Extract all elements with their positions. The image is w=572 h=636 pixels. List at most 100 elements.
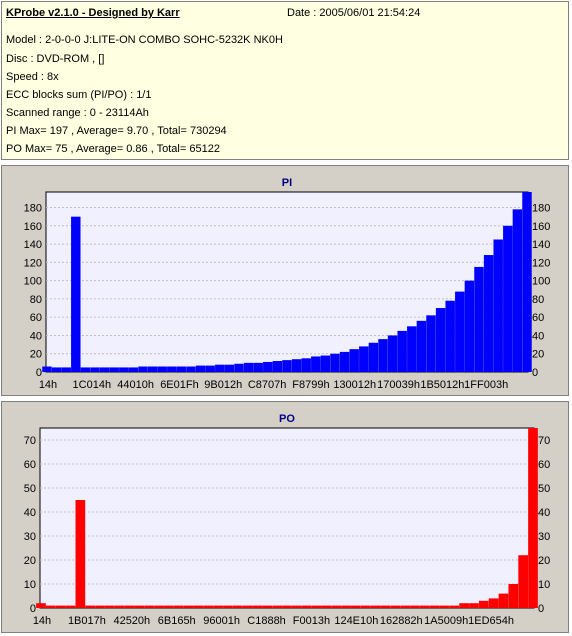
po-bar <box>429 605 440 608</box>
po-bar <box>45 605 56 608</box>
po-y-tick-left: 30 <box>24 531 36 543</box>
pi-x-tick: 1C014h <box>73 379 112 391</box>
pi-bar <box>455 291 465 372</box>
po-bar <box>203 605 214 608</box>
po-bar <box>164 605 174 608</box>
pi-bar <box>464 280 475 372</box>
po-bar <box>242 605 253 608</box>
pi-bar <box>138 366 148 372</box>
pi-bar <box>128 367 139 372</box>
po-bar <box>331 605 342 608</box>
po-bar <box>85 605 96 608</box>
pi-bar <box>157 366 167 372</box>
po-chart: PO 0 0 10 10 20 20 30 30 40 40 50 50 60 60 70 70 14h 1B017… <box>24 413 551 627</box>
pi-bar <box>224 364 235 372</box>
po-y-tick-right: 40 <box>538 507 550 519</box>
po-bar <box>400 605 410 608</box>
po-bar <box>360 605 371 608</box>
pi-x-tick: 44010h <box>117 379 154 391</box>
pi-bar <box>215 364 225 372</box>
pi-bar <box>320 355 331 372</box>
po-bar <box>410 605 420 608</box>
po-chart-title: PO <box>279 413 295 425</box>
po-bar <box>380 605 391 608</box>
po-y-tick-right: 30 <box>538 531 550 543</box>
scan-date: Date : 2005/06/01 21:54:24 <box>287 7 421 19</box>
po-bar <box>154 605 164 608</box>
pi-bar <box>301 358 311 372</box>
pi-x-tick: 1B5012h <box>420 379 464 391</box>
po-bar <box>439 605 450 608</box>
pi-y-tick-left: 20 <box>30 349 42 361</box>
pi-y-tick-left: 40 <box>30 330 42 342</box>
po-bar <box>282 605 292 608</box>
pi-bar <box>483 255 494 372</box>
po-bar <box>498 593 509 608</box>
model-line: Model : 2-0-0-0 J:LITE-ON COMBO SOHC-523… <box>6 34 283 46</box>
po-x-tick: C1888h <box>247 615 286 627</box>
po-y-tick-left: 50 <box>24 483 36 495</box>
po-y-tick-left: 20 <box>24 555 36 567</box>
po-bar <box>469 603 479 608</box>
po-bar <box>75 500 86 608</box>
pi-bar <box>176 366 187 372</box>
po-bar <box>65 605 76 608</box>
pi-y-tick-right: 120 <box>532 257 550 269</box>
po-bar <box>105 605 115 608</box>
pi-x-tick: C8707h <box>248 379 287 391</box>
pi-chart-panel: PI 0 0 20 20 40 40 60 60 80 80 100 100 120 120 140 140 16… <box>1 165 569 396</box>
pi-bar <box>512 209 523 372</box>
pi-bar <box>522 192 532 372</box>
pi-y-tick-right: 180 <box>532 203 550 215</box>
po-y-tick-right: 20 <box>538 555 550 567</box>
pi-y-tick-right: 60 <box>532 312 544 324</box>
pi-bar <box>359 346 369 372</box>
pi-bar <box>71 216 81 372</box>
pi-bar <box>407 326 417 372</box>
po-bar <box>291 605 302 608</box>
po-bar <box>213 605 223 608</box>
pi-bar <box>51 367 62 372</box>
pi-y-tick-left: 60 <box>30 312 42 324</box>
pi-bar <box>195 365 206 372</box>
pi-x-tick: 170039h <box>377 379 420 391</box>
po-bar <box>124 605 135 608</box>
po-bar <box>321 605 332 608</box>
pi-bar <box>272 361 283 372</box>
pi-x-tick: 1FF003h <box>464 379 508 391</box>
po-bar <box>55 605 66 608</box>
pi-y-tick-right: 0 <box>532 367 538 379</box>
pi-bar <box>109 367 119 372</box>
pi-y-tick-left: 100 <box>24 276 42 288</box>
po-y-tick-left: 0 <box>30 603 36 615</box>
pi-bar <box>205 365 215 372</box>
po-x-tick: F0013h <box>293 615 330 627</box>
pi-y-tick-right: 80 <box>532 294 544 306</box>
pi-bar <box>42 366 52 372</box>
pi-y-tick-left: 0 <box>36 367 42 379</box>
pi-y-tick-right: 160 <box>532 221 550 233</box>
po-bar <box>459 603 469 608</box>
po-x-tick: 1ED654h <box>468 615 514 627</box>
po-bar <box>223 605 233 608</box>
pi-y-tick-left: 180 <box>24 203 42 215</box>
pi-y-tick-right: 40 <box>532 330 544 342</box>
pi-bar <box>387 335 398 372</box>
pi-y-tick-right: 140 <box>532 239 550 251</box>
po-x-tick: 124E10h <box>334 615 378 627</box>
po-bar <box>193 605 204 608</box>
po-y-tick-right: 10 <box>538 579 550 591</box>
po-y-tick-right: 50 <box>538 483 550 495</box>
po-plot-area <box>39 427 535 609</box>
po-y-tick-right: 70 <box>538 435 550 447</box>
pi-bar <box>282 360 292 372</box>
po-bar <box>144 605 155 608</box>
pi-chart: PI 0 0 20 20 40 40 60 60 80 80 100 100 120 120 140 140 16… <box>24 177 551 391</box>
speed-line: Speed : 8x <box>6 71 59 83</box>
pi-y-tick-right: 20 <box>532 349 544 361</box>
po-bar <box>478 600 489 608</box>
po-bar <box>508 584 519 608</box>
po-bar <box>173 605 184 608</box>
po-bar <box>134 605 145 608</box>
pi-y-tick-left: 120 <box>24 257 42 269</box>
